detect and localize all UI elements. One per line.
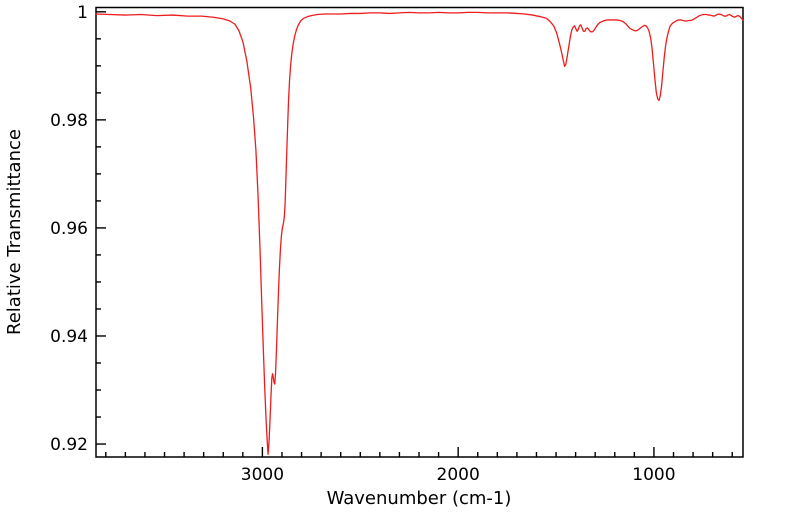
x-tick-label: 3000 bbox=[241, 465, 284, 485]
y-tick-label: 0.94 bbox=[50, 327, 88, 347]
y-tick-label: 0.92 bbox=[50, 435, 88, 455]
x-tick-label: 2000 bbox=[437, 465, 480, 485]
y-axis-label: Relative Transmittance bbox=[4, 129, 25, 335]
y-tick-label: 0.96 bbox=[50, 219, 88, 239]
y-tick-label: 1 bbox=[77, 3, 88, 23]
spectrum-line bbox=[95, 11, 744, 455]
x-axis-label: Wavenumber (cm-1) bbox=[327, 488, 512, 509]
x-tick-label: 1000 bbox=[632, 465, 675, 485]
chart-generated-layer: 3000 2000 1000 1 0.98 0.96 0.94 0.92 bbox=[50, 3, 744, 485]
plot-border bbox=[95, 6, 744, 458]
y-tick-label: 0.98 bbox=[50, 111, 88, 131]
